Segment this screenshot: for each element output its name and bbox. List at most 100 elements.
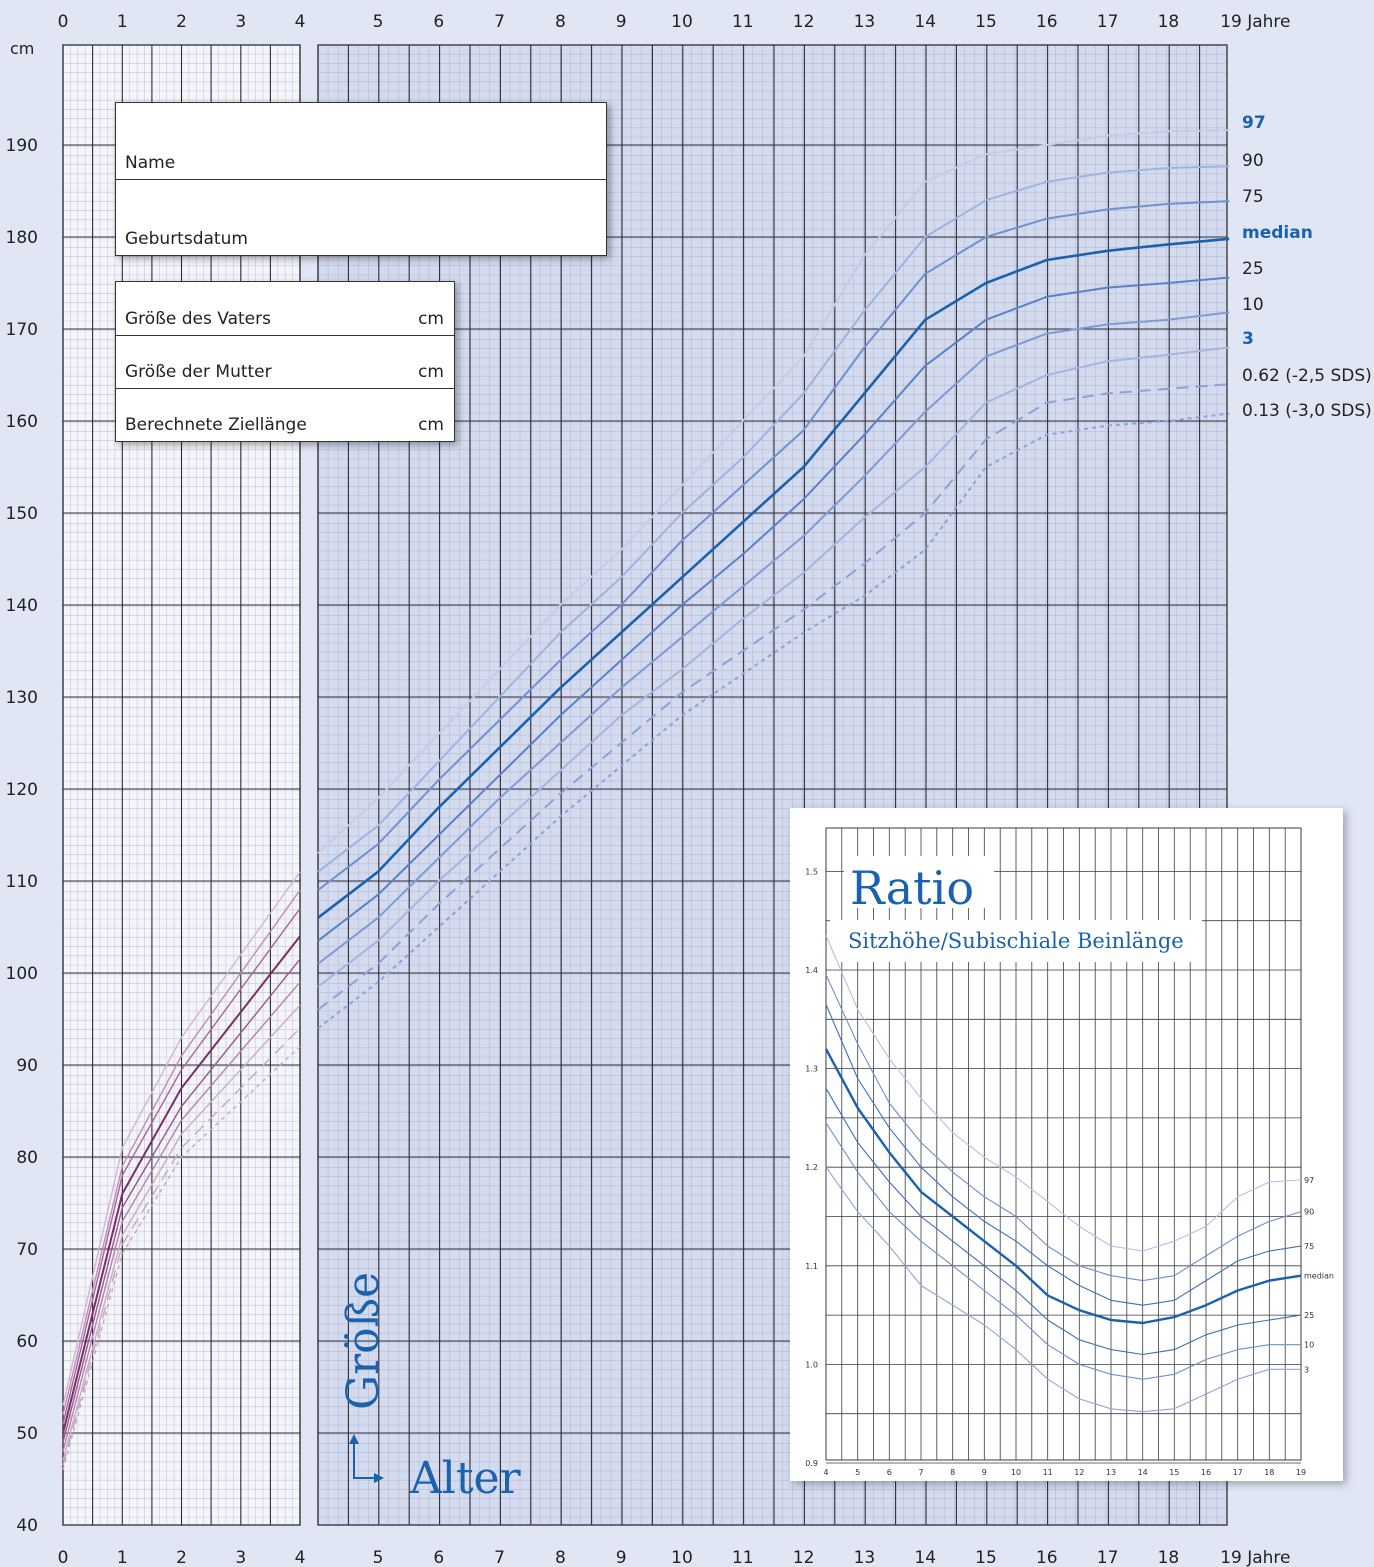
inset-x-tick-label: 15 xyxy=(1169,1468,1179,1477)
child-curve-median xyxy=(317,237,1230,919)
inset-x-tick-label: 9 xyxy=(982,1468,987,1477)
x-tick-label-bottom: 8 xyxy=(555,1548,566,1567)
inset-percentile-label-75: 75 xyxy=(1304,1242,1314,1251)
y-tick-label: 150 xyxy=(6,504,38,524)
inset-y-tick-label: 1.4 xyxy=(805,966,818,975)
infant-curve-97 xyxy=(62,871,301,1406)
birthdate-field[interactable]: Geburtsdatum xyxy=(116,179,606,255)
x-tick-label-bottom: 11 xyxy=(732,1548,754,1567)
percentile-label-0.13 (-3,0 SDS): 0.13 (-3,0 SDS) xyxy=(1242,401,1372,421)
y-tick-label: 70 xyxy=(16,1240,38,1260)
inset-frame xyxy=(825,827,1302,1461)
percentile-label-97: 97 xyxy=(1242,113,1266,133)
age-arrow-line xyxy=(353,1438,378,1479)
inset-x-tick-label: 18 xyxy=(1264,1468,1274,1477)
inset-y-tick-label: 1.3 xyxy=(805,1065,818,1074)
inset-curve-90 xyxy=(825,974,1302,1282)
inset-x-tick-label: 17 xyxy=(1233,1468,1243,1477)
target-height-field[interactable]: Berechnete Ziellänge cm xyxy=(116,388,454,441)
infant-curve-0.62 (-2,5 SDS) xyxy=(62,1027,301,1466)
x-tick-label-bottom: 18 xyxy=(1158,1548,1180,1567)
mother-height-unit: cm xyxy=(418,362,444,382)
y-tick-label: 100 xyxy=(6,964,38,984)
x-tick-label-top: 6 xyxy=(433,12,444,32)
x-tick-label-bottom: 13 xyxy=(854,1548,876,1567)
infant-curve-3 xyxy=(62,1004,301,1461)
y-tick-label: 40 xyxy=(16,1516,38,1536)
x-tick-label-bottom: 12 xyxy=(793,1548,815,1567)
father-height-unit: cm xyxy=(418,309,444,329)
inset-x-tick-label: 19 xyxy=(1296,1468,1306,1477)
child-curve-97 xyxy=(317,129,1230,855)
child-curve-90 xyxy=(317,165,1230,873)
percentile-label-median: median xyxy=(1242,223,1313,243)
inset-curve-25 xyxy=(825,1088,1302,1356)
x-tick-label-top: 17 xyxy=(1097,12,1119,32)
mother-height-label: Größe der Mutter xyxy=(125,362,272,382)
y-tick-label: 110 xyxy=(6,872,38,892)
inset-curve-3 xyxy=(825,1166,1301,1413)
y-tick-label: 170 xyxy=(6,320,38,340)
father-height-label: Größe des Vaters xyxy=(125,309,271,329)
x-tick-label-bottom: 16 xyxy=(1036,1548,1058,1567)
inset-x-tick-label: 12 xyxy=(1074,1468,1084,1477)
x-tick-label-top: 16 xyxy=(1036,12,1058,32)
father-height-field[interactable]: Größe des Vaters cm xyxy=(116,282,454,336)
x-tick-label-bottom: 17 xyxy=(1097,1548,1119,1567)
percentile-label-75: 75 xyxy=(1242,187,1264,207)
y-tick-label: 50 xyxy=(16,1424,38,1444)
x-tick-label-top: 2 xyxy=(176,12,187,32)
name-label: Name xyxy=(125,153,176,173)
x-tick-label-bottom: 5 xyxy=(373,1548,384,1567)
y-tick-label: 120 xyxy=(6,780,38,800)
inset-percentile-label-3: 3 xyxy=(1304,1365,1309,1374)
x-tick-label-top: 13 xyxy=(854,12,876,32)
inset-x-tick-label: 14 xyxy=(1138,1468,1148,1477)
inset-percentile-label-97: 97 xyxy=(1304,1176,1314,1185)
panel-child-border xyxy=(317,44,1228,1526)
infant-curve-75 xyxy=(62,908,301,1424)
percentile-label-10: 10 xyxy=(1242,295,1264,315)
y-tick-label: 130 xyxy=(6,688,38,708)
x-tick-label-top: 18 xyxy=(1158,12,1180,32)
y-tick-label: 60 xyxy=(16,1332,38,1352)
inset-curve-10 xyxy=(825,1122,1301,1380)
infant-curve-0.13 (-3,0 SDS) xyxy=(62,1046,301,1470)
inset-percentile-label-25: 25 xyxy=(1304,1311,1314,1320)
x-tick-label-bottom: 1 xyxy=(117,1548,128,1567)
name-field[interactable]: Name xyxy=(116,103,606,180)
x-tick-label-top: 8 xyxy=(555,12,566,32)
x-tick-label-bottom: 10 xyxy=(671,1548,693,1567)
x-axis-title: Alter xyxy=(409,1453,522,1504)
ratio-chart-svg: Ratio Sitzhöhe/Subischiale Beinlänge 0.9 1.… xyxy=(805,827,1334,1477)
percentile-label-90: 90 xyxy=(1242,151,1264,171)
x-tick-label-top: 3 xyxy=(235,12,246,32)
x-tick-label-top: 1 xyxy=(117,12,128,32)
child-curve-3 xyxy=(317,346,1230,988)
y-tick-label: 160 xyxy=(6,412,38,432)
inset-percentile-label-median: median xyxy=(1304,1272,1334,1281)
inset-y-tick-label: 1.5 xyxy=(805,867,818,876)
inset-y-tick-label: 1.0 xyxy=(805,1360,818,1369)
inset-x-tick-label: 13 xyxy=(1106,1468,1116,1477)
target-height-unit: cm xyxy=(418,415,444,435)
inset-y-tick-label: 1.1 xyxy=(805,1262,818,1271)
infant-curve-25 xyxy=(62,958,301,1443)
inset-y-tick-label: 0.9 xyxy=(805,1459,818,1468)
x-tick-label-top: 15 xyxy=(975,12,997,32)
x-tick-label-top: 0 xyxy=(58,12,69,32)
mother-height-field[interactable]: Größe der Mutter cm xyxy=(116,335,454,389)
percentile-curves xyxy=(62,129,1230,1470)
y-tick-label: 190 xyxy=(6,136,38,156)
x-tick-label-bottom: 2 xyxy=(176,1548,187,1567)
x-tick-label-bottom: 0 xyxy=(58,1548,69,1567)
x-tick-label-bottom: 19 Jahre xyxy=(1220,1548,1290,1567)
child-curve-75 xyxy=(317,200,1230,891)
right-arrow-head xyxy=(374,1473,384,1483)
y-tick-label: 80 xyxy=(16,1148,38,1168)
inset-x-tick-label: 16 xyxy=(1201,1468,1211,1477)
inset-curve-97 xyxy=(825,935,1302,1252)
inset-curve-median xyxy=(824,1048,1302,1325)
x-tick-label-bottom: 9 xyxy=(616,1548,627,1567)
inset-x-tick-label: 8 xyxy=(950,1468,955,1477)
